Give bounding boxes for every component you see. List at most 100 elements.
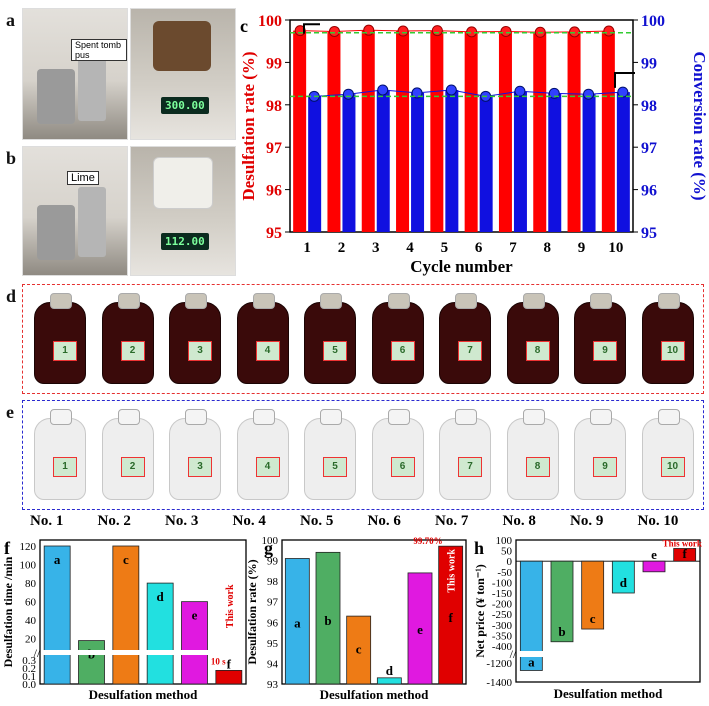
bottle-number-label: 6 bbox=[390, 457, 415, 478]
bar-desulfation bbox=[430, 30, 444, 232]
white-bottle: 7 bbox=[439, 409, 491, 500]
bottle-number-label: 9 bbox=[593, 457, 617, 478]
bottle-cap bbox=[522, 409, 545, 425]
bottle-cap bbox=[320, 409, 342, 425]
bar-conversion bbox=[479, 96, 493, 232]
break-mark: // bbox=[34, 646, 41, 660]
grinder-body bbox=[37, 69, 75, 124]
y-tick-label: 96 bbox=[266, 183, 282, 200]
y-tick-label: 100 bbox=[20, 560, 37, 572]
bottle-number-label: 5 bbox=[323, 457, 347, 478]
y-tick-label: 93 bbox=[267, 679, 279, 691]
bar-desulfation bbox=[361, 30, 375, 233]
y-axis-label: Desulfation time /min bbox=[1, 556, 15, 667]
plot-frame bbox=[39, 539, 247, 685]
dark-bottle: 10 bbox=[641, 293, 694, 384]
bar-desulfation bbox=[293, 30, 307, 232]
bottle-cap bbox=[590, 409, 612, 425]
white-bottle: 3 bbox=[169, 409, 221, 500]
bar-desulfation bbox=[567, 31, 581, 233]
bar bbox=[215, 669, 243, 685]
bottle-number-label: 5 bbox=[323, 341, 347, 362]
y-tick-label: 120 bbox=[20, 541, 37, 553]
bottle-number-label: 3 bbox=[188, 341, 212, 362]
bottle-number-label: 3 bbox=[188, 457, 212, 478]
y-tick-label: -1400 bbox=[486, 677, 512, 689]
bar-label: c bbox=[356, 641, 362, 656]
bar bbox=[43, 545, 71, 685]
bar-desulfation bbox=[327, 31, 341, 233]
sample-number-label: No. 8 bbox=[502, 513, 536, 529]
bar bbox=[284, 558, 310, 685]
bar-label: d bbox=[386, 663, 394, 678]
bar-conversion bbox=[411, 92, 425, 232]
white-bottle: 8 bbox=[506, 409, 559, 500]
y-tick-label: -400 bbox=[492, 641, 513, 653]
bar-label: d bbox=[620, 575, 628, 590]
axis-break bbox=[517, 651, 699, 657]
grinder-body bbox=[37, 205, 75, 260]
x-axis-label: Desulfation method bbox=[320, 687, 429, 702]
point-conversion bbox=[342, 88, 354, 100]
bar-label: f bbox=[448, 610, 453, 625]
white-bottle: 10 bbox=[641, 409, 694, 500]
bar-label: b bbox=[558, 624, 565, 639]
y-tick-label: -200 bbox=[492, 599, 513, 611]
y2-axis-label: Conversion rate (%) bbox=[690, 51, 709, 200]
dark-bottle: 2 bbox=[101, 293, 154, 384]
bar bbox=[346, 615, 372, 685]
bar bbox=[112, 545, 140, 685]
dark-bottle: 7 bbox=[439, 293, 491, 384]
bottle-cap bbox=[590, 293, 612, 309]
chart-g: g a b c d e f 93 94 95 96 97 98 99 100 This work 99.70% D… bbox=[245, 535, 467, 702]
bottle-cap bbox=[185, 293, 207, 309]
y-tick-label: -250 bbox=[492, 609, 513, 621]
y-tick-label: 95 bbox=[266, 225, 282, 242]
bar-label: a bbox=[54, 552, 61, 567]
bottle-row-e bbox=[22, 400, 704, 510]
y-tick-label: 40 bbox=[25, 615, 37, 627]
arrow-right bbox=[614, 72, 635, 88]
white-bottle: 2 bbox=[101, 409, 154, 500]
bottle-cap bbox=[455, 293, 477, 309]
y-tick-label: 95 bbox=[267, 638, 279, 650]
white-bottle: 6 bbox=[371, 409, 424, 500]
y-tick-label: 20 bbox=[25, 634, 37, 646]
y-tick-label: 98 bbox=[266, 98, 282, 115]
white-bottle: 9 bbox=[574, 409, 626, 500]
bar bbox=[550, 560, 574, 643]
white-bottle: 5 bbox=[304, 409, 356, 500]
sample-number-label: No. 10 bbox=[637, 513, 679, 529]
annotation-this-work: This work bbox=[447, 549, 458, 593]
scale-display-b: 112.00 bbox=[161, 233, 209, 250]
chart-f: fabcdef//204060801001200.00.10.20.3This … bbox=[1, 538, 247, 702]
bar bbox=[407, 572, 433, 685]
bar bbox=[642, 560, 666, 573]
point-desulfation bbox=[466, 26, 478, 38]
y-tick-label: 80 bbox=[25, 578, 37, 590]
sample-number-label: No. 6 bbox=[367, 513, 401, 529]
bar bbox=[315, 551, 341, 685]
bar-desulfation bbox=[601, 31, 615, 232]
hopper bbox=[78, 51, 106, 121]
y-tick-label: 98 bbox=[267, 576, 279, 588]
panel-label-f: f bbox=[4, 538, 11, 558]
scale-display-a: 300.00 bbox=[161, 97, 209, 114]
y-tick-label: 97 bbox=[266, 140, 282, 157]
bottle-number-label: 7 bbox=[458, 457, 482, 478]
bar-desulfation bbox=[498, 31, 512, 233]
y-tick-label: 94 bbox=[267, 658, 279, 670]
sample-number-label: No. 7 bbox=[435, 513, 469, 529]
chart-c: c 1 2 3 4 5 6 7 8 9 10 95 95 96 96 97 97 98 98 99 99 100 100 Cy… bbox=[239, 13, 709, 276]
y-tick-label: -100 bbox=[492, 577, 513, 589]
bottle-cap bbox=[657, 293, 680, 309]
axis-break bbox=[41, 650, 245, 655]
point-desulfation bbox=[397, 25, 409, 37]
bottle-number-label: 10 bbox=[660, 457, 685, 478]
bar-conversion bbox=[616, 92, 630, 232]
bar bbox=[181, 601, 208, 685]
x-axis-label: Desulfation method bbox=[89, 687, 198, 702]
white-bottle: 4 bbox=[236, 409, 289, 500]
bottle-cap bbox=[320, 293, 342, 309]
point-conversion bbox=[617, 86, 629, 98]
